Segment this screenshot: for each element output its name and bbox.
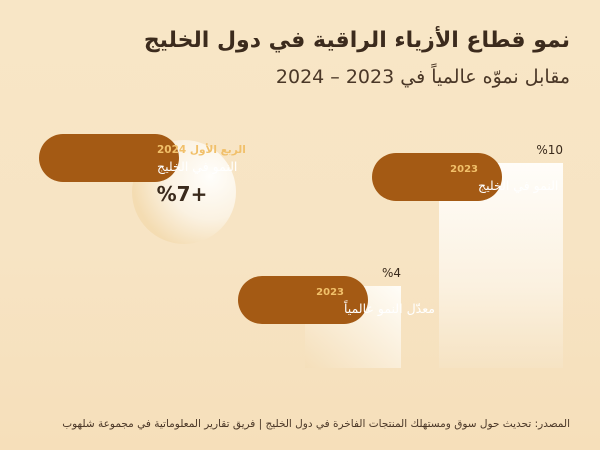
highlight-value-label: %7+ bbox=[157, 182, 208, 206]
bar-pill-2 bbox=[238, 276, 368, 324]
bar-category-label-1: النمو في الخليج bbox=[478, 178, 558, 194]
bar-value-label-2: %4 bbox=[382, 266, 401, 280]
highlight-pill bbox=[39, 134, 179, 182]
chart-title: نمو قطاع الأزياء الراقية في دول الخليج bbox=[143, 28, 570, 53]
chart-subtitle: مقابل نموّه عالمياً في 2023 – 2024 bbox=[275, 66, 570, 88]
bar-period-label-2: 2023 bbox=[316, 287, 344, 298]
source-note: المصدر: تحديث حول سوق ومستهلك المنتجات ا… bbox=[62, 418, 570, 430]
bar-pill-1 bbox=[372, 153, 502, 201]
bar-category-label-2: معدّل النمو عالمياً bbox=[344, 299, 435, 317]
bar-period-label-1: 2023 bbox=[450, 164, 478, 175]
bar-value-label-1: %10 bbox=[536, 143, 563, 157]
highlight-category-label: النمو في الخليج bbox=[157, 159, 237, 175]
highlight-period-label: الربع الأول 2024 bbox=[157, 143, 246, 156]
